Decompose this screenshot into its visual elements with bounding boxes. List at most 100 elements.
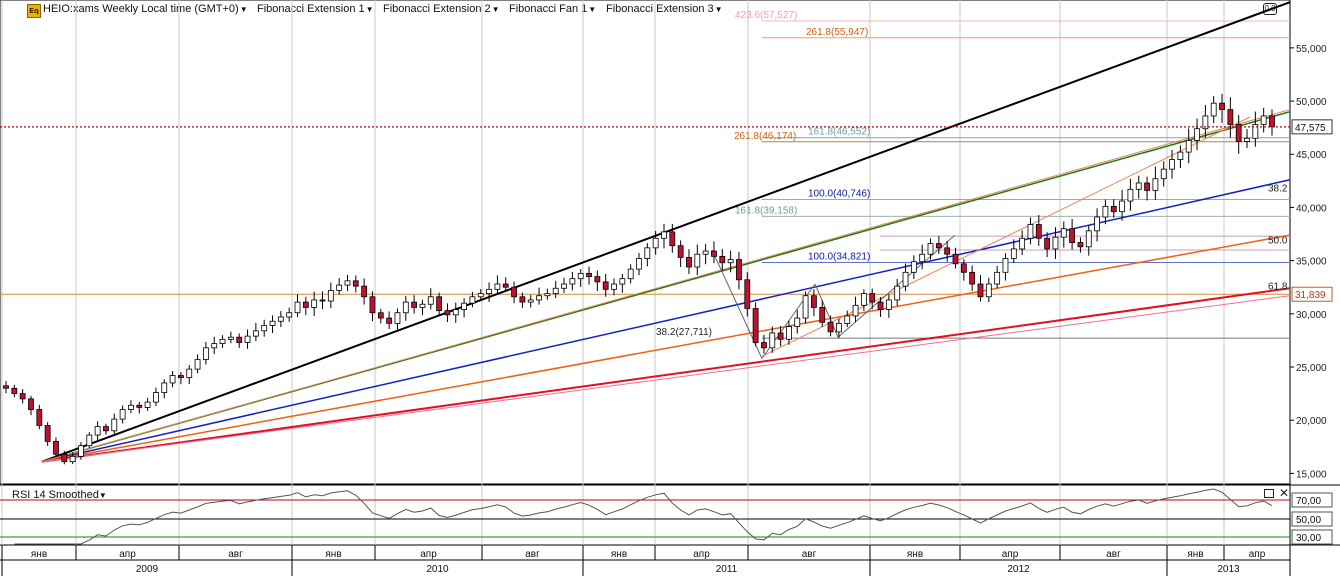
candle-body <box>352 280 359 287</box>
candle-body <box>411 301 418 308</box>
candle-body <box>786 326 792 340</box>
candle-body <box>736 259 742 281</box>
fan-level-label: 38.2 <box>1268 183 1288 194</box>
candle-body <box>985 283 992 298</box>
candle-body <box>802 295 809 319</box>
candle-body <box>561 283 567 289</box>
rsi-close-icon[interactable]: ✕ <box>1279 486 1290 500</box>
year-label: 2012 <box>1007 564 1030 575</box>
tool-menu-fib-ext-1[interactable]: Fibonacci Extension 1▼ <box>257 3 374 15</box>
candle-body <box>402 301 409 314</box>
candle-body <box>577 272 584 280</box>
candle-body <box>977 283 984 298</box>
candle-body <box>469 296 476 304</box>
candle-body <box>827 321 834 333</box>
fan-ray <box>41 295 1291 463</box>
candle-body <box>602 281 609 290</box>
candle-body <box>536 295 542 301</box>
y-tick-label: 55,000 <box>1296 44 1327 55</box>
candle-body <box>1052 236 1059 250</box>
fibonacci-levels: 423.6(57,527) 261.8(55,947) 261.8(46,174) 1… <box>656 10 1290 339</box>
candle-body <box>1077 242 1084 248</box>
candle-body <box>519 296 526 303</box>
candle-body <box>19 393 26 400</box>
time-axis: янв апр авг янв апр авг янв апр авг янв апр авг янв а… <box>1 545 1266 576</box>
fib-level-label: 100.0(34,821) <box>808 252 870 263</box>
candle-body <box>61 453 68 463</box>
rsi-indicator-menu[interactable]: RSI 14 Smoothed▼ <box>12 489 107 501</box>
candle-body <box>852 304 859 317</box>
grid-lines <box>0 0 1290 545</box>
candle-body <box>53 441 59 455</box>
y-tick-label: 30,000 <box>1296 310 1327 321</box>
candle-body <box>811 295 817 308</box>
candle-body <box>486 288 492 294</box>
candle-body <box>644 247 651 259</box>
candle-body <box>794 317 801 327</box>
month-label: апр <box>1002 549 1019 560</box>
candle-body <box>327 289 334 302</box>
candle-body <box>1010 248 1017 259</box>
candle-body <box>1127 188 1134 202</box>
candle-body <box>452 309 459 316</box>
instrument-logo-icon[interactable]: Eq <box>27 4 41 18</box>
y-tick-label: 40,000 <box>1296 203 1327 214</box>
y-tick-label: 35,000 <box>1296 257 1327 268</box>
month-label: апр <box>119 549 136 560</box>
y-tick-label: 45,000 <box>1296 150 1327 161</box>
candle-body <box>1085 230 1092 248</box>
candle-body <box>919 253 926 263</box>
candle-body <box>835 322 842 333</box>
candle-body <box>202 347 209 360</box>
candle-body <box>669 231 676 247</box>
month-label: янв <box>1187 549 1203 560</box>
candle-body <box>178 375 184 379</box>
symbol-menu[interactable]: HEIO:xams Weekly Local time (GMT+0)▼ <box>43 3 248 15</box>
candle-body <box>302 301 309 308</box>
tool-menu-fib-fan-1[interactable]: Fibonacci Fan 1▼ <box>509 3 597 15</box>
fib-level-label: 38.2(27,711) <box>656 327 712 338</box>
rsi-maximize-icon[interactable] <box>1264 489 1274 498</box>
tool-menu-fib-ext-2[interactable]: Fibonacci Extension 2▼ <box>383 3 500 15</box>
y-tick-label: 15,000 <box>1296 469 1327 480</box>
fib-level-label: 161.8(46,552) <box>808 127 870 138</box>
tool-label-fib-ext-3: Fibonacci Extension 3 <box>606 3 714 15</box>
candle-body <box>661 231 667 239</box>
candle-body <box>935 243 942 249</box>
candle-body <box>586 272 592 277</box>
candle-body <box>711 250 717 257</box>
candle-body <box>494 283 501 290</box>
tool-label-fib-fan-1: Fibonacci Fan 1 <box>509 3 588 15</box>
fan-level-label: 61.8 <box>1268 281 1288 292</box>
candle-body <box>727 259 734 264</box>
candle-body <box>544 293 551 297</box>
candle-body <box>219 338 226 344</box>
candle-body <box>594 276 601 283</box>
candle-body <box>444 310 451 316</box>
fan-ray <box>41 109 1291 463</box>
tool-menu-fib-ext-3[interactable]: Fibonacci Extension 3▼ <box>606 3 723 15</box>
candle-body <box>1060 228 1067 238</box>
candle-body <box>111 418 118 432</box>
candle-body <box>1102 205 1109 218</box>
y-tick-label: 20,000 <box>1296 416 1327 427</box>
candle-body <box>652 237 659 249</box>
candle-body <box>744 279 751 309</box>
fan-ray <box>41 179 1291 463</box>
candle-body <box>994 271 1001 285</box>
candle-body <box>1027 224 1034 239</box>
candle-body <box>719 255 726 264</box>
rsi-panel: 70,00 50,00 30,00 <box>0 488 1333 545</box>
candle-body <box>252 330 259 337</box>
candle-body <box>1044 237 1051 250</box>
candle-body <box>819 307 826 323</box>
candle-body <box>211 343 218 349</box>
candle-body <box>369 296 376 314</box>
candle-body <box>386 317 393 324</box>
candle-body <box>294 301 301 314</box>
candle-body <box>1019 237 1026 250</box>
candle-body <box>611 283 617 290</box>
candle-body <box>1269 115 1275 128</box>
